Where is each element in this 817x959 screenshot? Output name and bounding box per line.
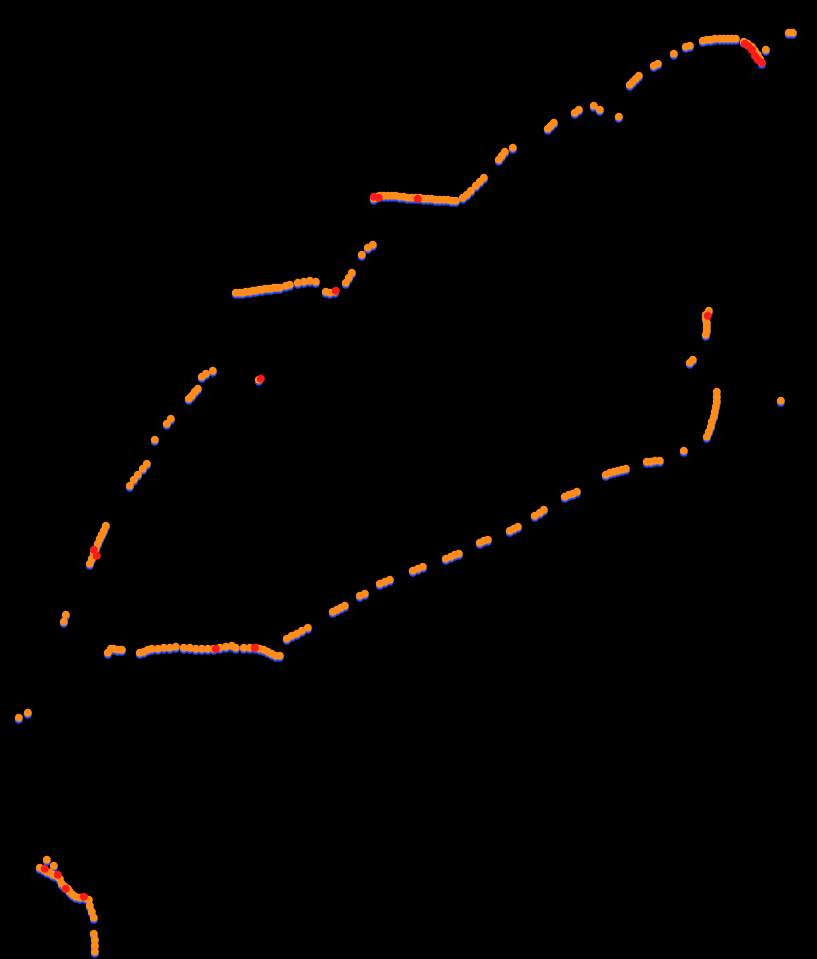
scatter-plot [0, 0, 817, 959]
red-highlight-point [257, 375, 265, 383]
red-highlight-point [704, 312, 712, 320]
red-highlight-point [93, 552, 101, 560]
red-highlight-point [332, 287, 340, 295]
